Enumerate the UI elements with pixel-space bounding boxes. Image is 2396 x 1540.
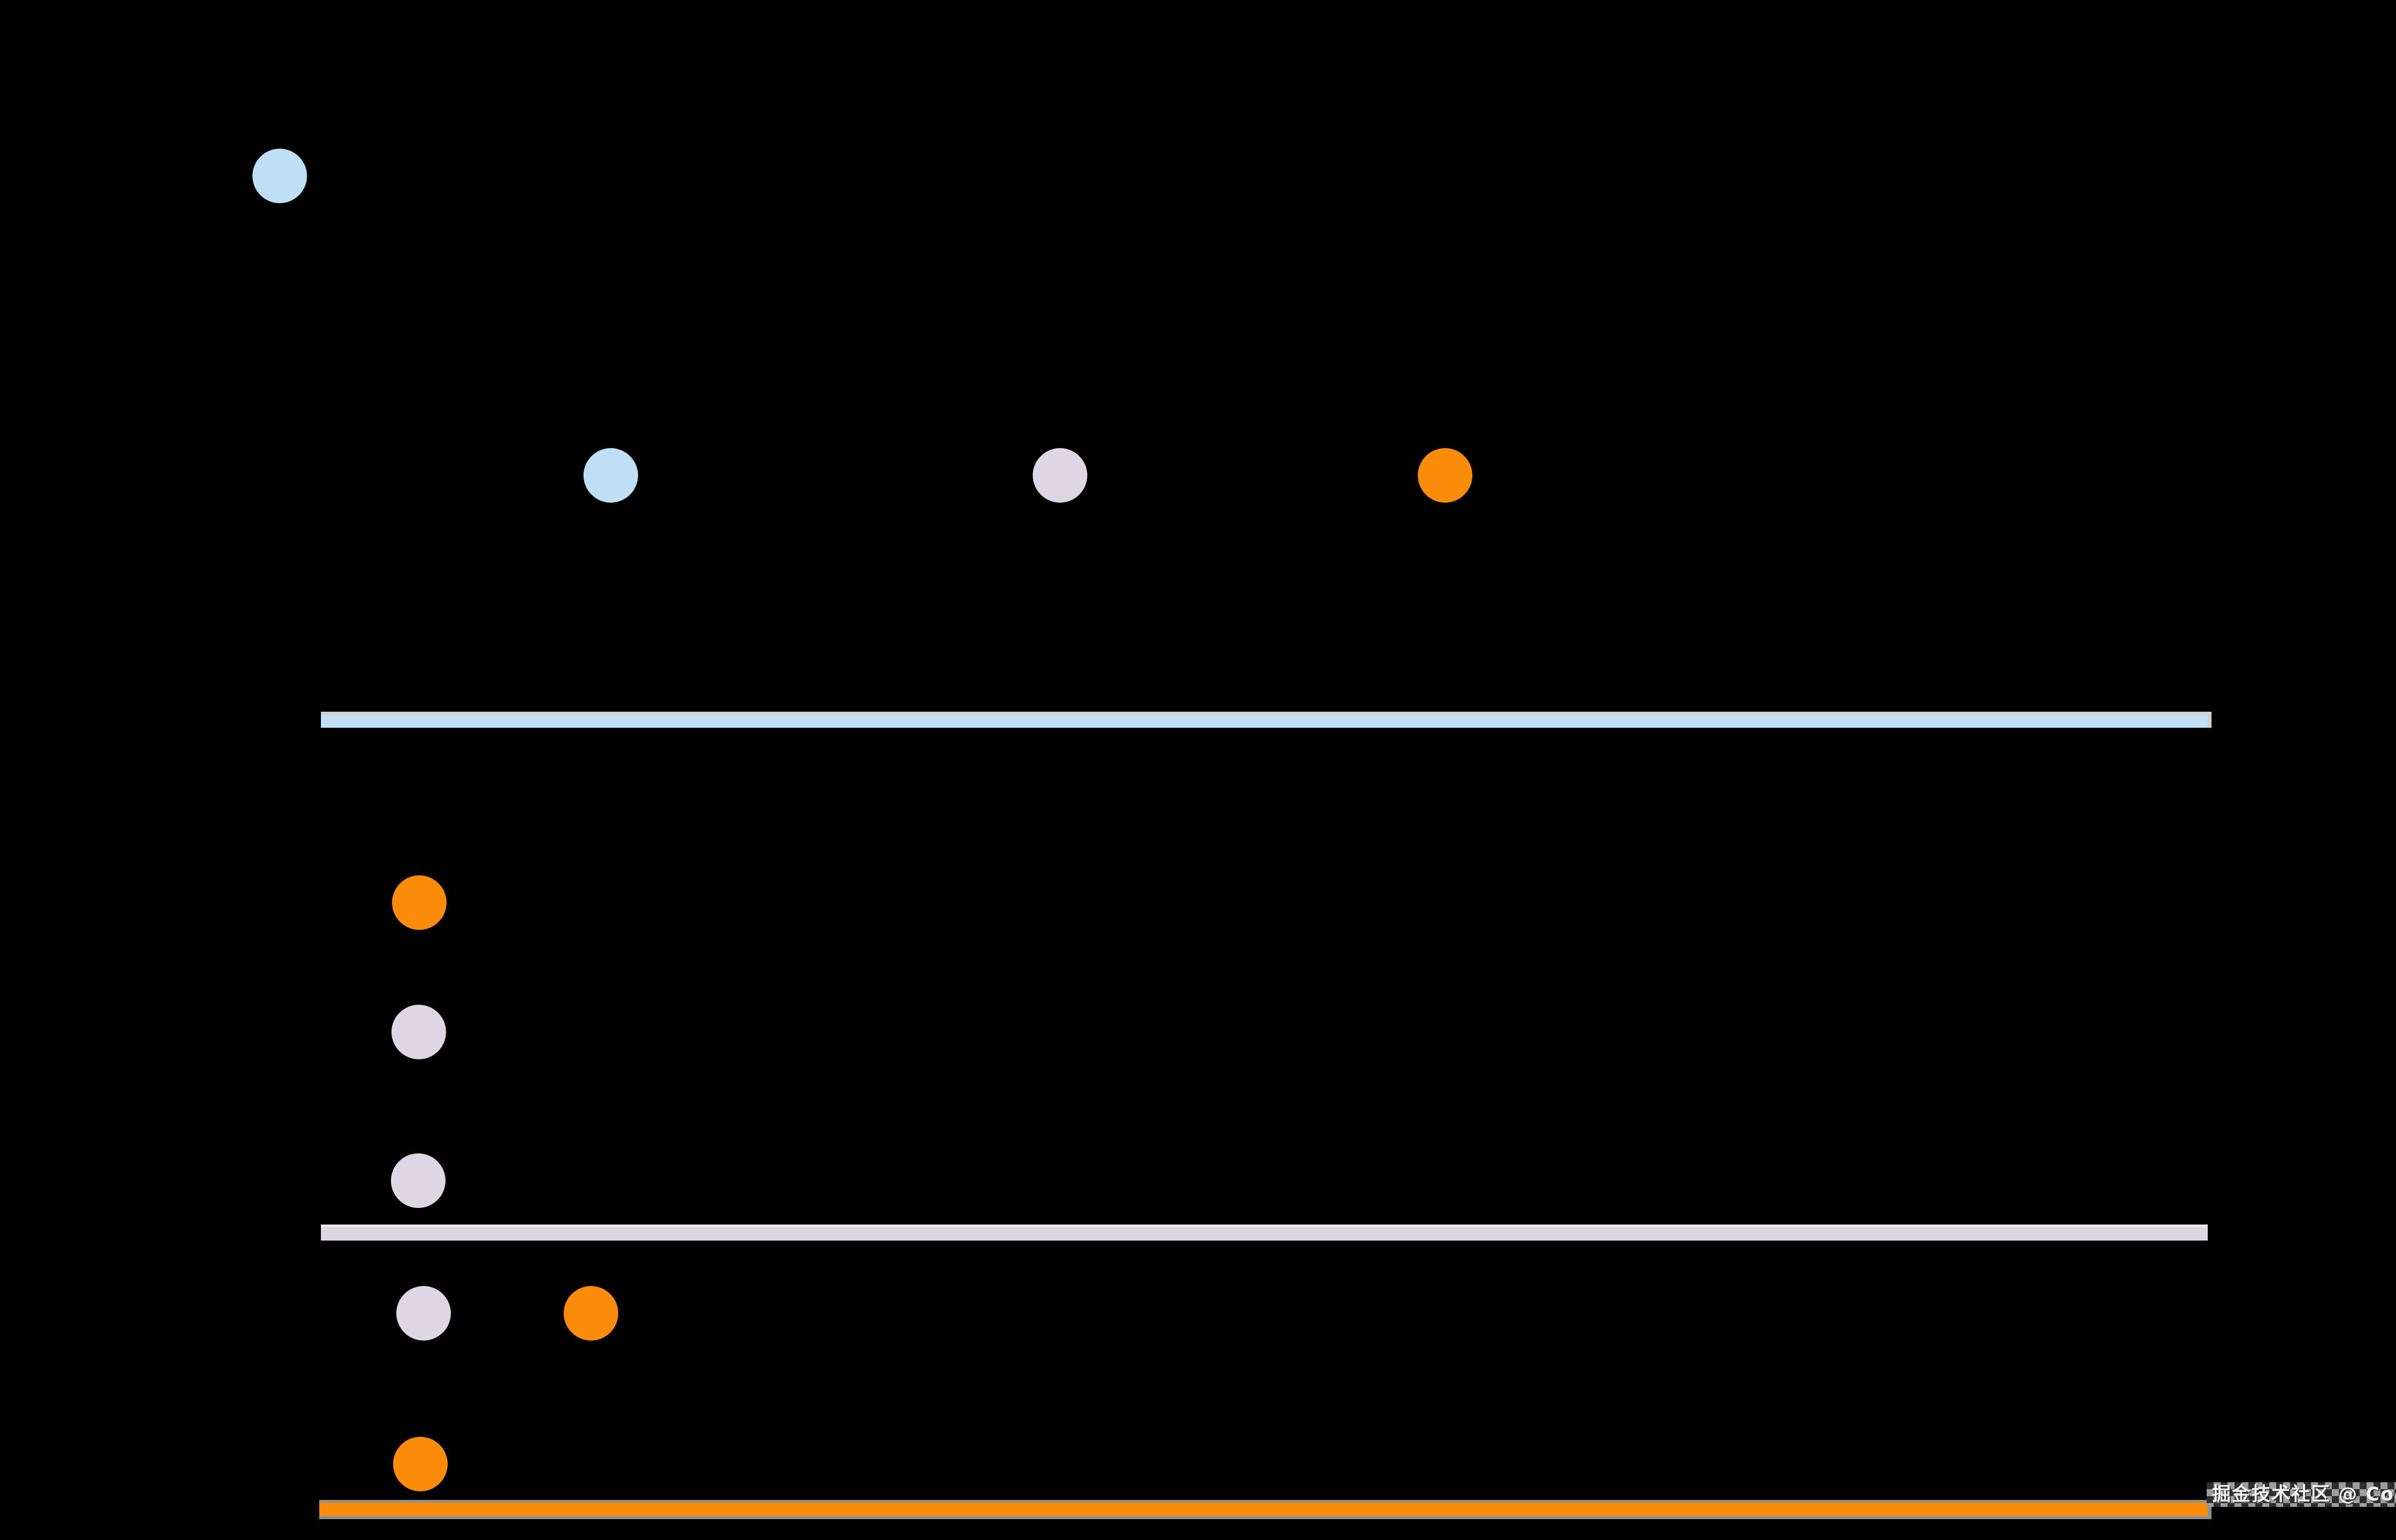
orange-bar bbox=[319, 1503, 2208, 1516]
dot-orange bbox=[1418, 448, 1472, 503]
dot-light-blue bbox=[252, 149, 307, 203]
dot-orange bbox=[392, 875, 447, 930]
dot-lavender bbox=[391, 1005, 446, 1059]
lavender-bar bbox=[321, 1227, 2208, 1241]
dot-orange bbox=[564, 1286, 618, 1341]
dot-orange bbox=[393, 1437, 448, 1491]
dot-lavender bbox=[1033, 448, 1087, 503]
light-blue-bar bbox=[321, 714, 2208, 728]
dot-lavender bbox=[396, 1286, 451, 1341]
watermark: 掘金技术社区 @ Code60 bbox=[2207, 1482, 2396, 1507]
dot-lavender bbox=[391, 1153, 446, 1208]
dot-light-blue bbox=[583, 448, 638, 503]
